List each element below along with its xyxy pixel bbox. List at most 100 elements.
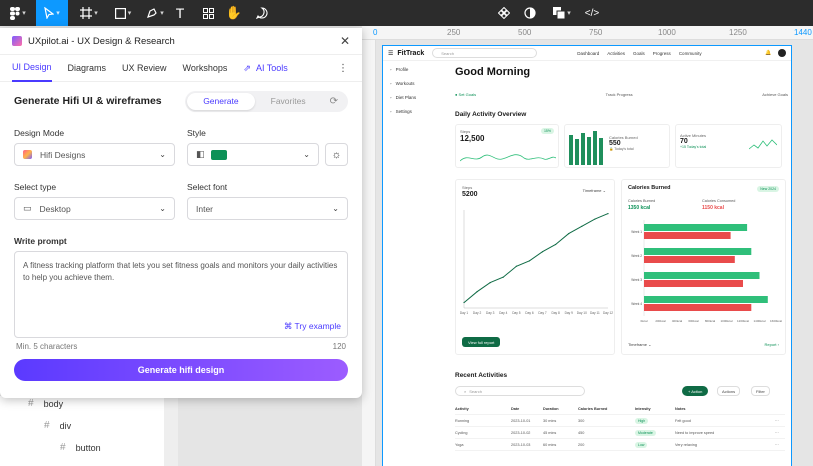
goal-step[interactable]: Track Progress [605, 92, 633, 97]
pen-tool-icon[interactable]: ▾ [140, 0, 170, 26]
ft-sidebar-item[interactable]: ◦ Settings [383, 104, 448, 118]
calories-card[interactable]: Calories Burned 550 🔒 Today's total [564, 124, 670, 168]
prompt-textarea[interactable]: A fitness tracking platform that lets yo… [14, 251, 348, 338]
y-tick-label: Week 4 [631, 302, 642, 306]
filter-button[interactable]: Filter [751, 386, 770, 396]
frame-tool-icon[interactable]: ▾ [74, 0, 104, 26]
ft-sidebar-item[interactable]: ◦ Profile [383, 62, 448, 76]
layer-label: body [43, 398, 64, 409]
steps-point [502, 276, 504, 278]
cal-timeframe-select[interactable]: Timeframe ⌄ [628, 342, 652, 347]
ft-menu-icon[interactable]: ☰ [388, 50, 394, 57]
timeframe-select[interactable]: Timeframe ⌄ [582, 188, 606, 193]
ft-nav-item[interactable]: Community [678, 50, 702, 56]
try-example-button[interactable]: ⌘ Try example [284, 320, 341, 332]
table-row[interactable]: Yoga 2023-10-03 60 mins 200 Low Very rel… [455, 439, 785, 451]
y-tick-label: Week 3 [631, 278, 642, 282]
cal-panel-badge: New 2024 [757, 186, 779, 192]
activities-table: Activity Date Duration Calories Burned I… [455, 403, 785, 451]
move-tool-icon[interactable]: ▾ [36, 0, 68, 26]
fill-icon[interactable]: ▾ [550, 0, 574, 26]
figma-menu-icon[interactable]: ▾ [4, 0, 32, 26]
table-row[interactable]: Running 2023-10-01 30 mins 300 High Felt… [455, 415, 785, 427]
layer-label: button [75, 442, 101, 453]
actions-button[interactable]: Actions [717, 386, 741, 396]
td: 60 mins [543, 442, 557, 447]
hand-tool-icon[interactable]: ✋ [225, 5, 243, 20]
style-select[interactable]: ◧ ⌄ [187, 143, 319, 166]
ft-logo: FitTrack [397, 49, 425, 57]
tab-workshops[interactable]: Workshops [182, 63, 228, 73]
report-link[interactable]: Report › [764, 342, 779, 347]
bell-icon[interactable]: 🔔 [765, 50, 772, 56]
select-type-select[interactable]: ▭ Desktop ⌄ [14, 197, 175, 220]
timeframe-label: Timeframe [582, 188, 602, 193]
generate-hifi-button[interactable]: Generate hifi design [14, 359, 348, 381]
tab-diagrams[interactable]: Diagrams [67, 63, 107, 73]
ruler-top: 0 250 500 750 1000 1250 1440 [362, 26, 813, 40]
row-more-icon[interactable]: ··· [775, 418, 779, 423]
plugin-tabs: UI Design Diagrams UX Review Workshops ⇗… [0, 55, 362, 82]
more-icon[interactable]: ⋮ [338, 62, 348, 74]
add-action-button[interactable]: + Action [682, 386, 709, 396]
select-font-select[interactable]: Inter ⌄ [187, 197, 348, 220]
steps-chart-panel: Steps 5200 Timeframe ⌄ Day 1 Day 2 Day 3 Da… [455, 179, 615, 355]
ft-sidebar-item[interactable]: ◦ Workouts [383, 76, 448, 90]
shape-tool-icon[interactable]: ▾ [108, 0, 138, 26]
table-row[interactable]: Cycling 2023-10-02 45 mins 450 Moderate … [455, 427, 785, 439]
close-icon[interactable]: ✕ [339, 34, 350, 48]
row-more-icon[interactable]: ··· [775, 430, 779, 435]
layer-item[interactable]: # button [60, 442, 101, 453]
text-tool-icon[interactable]: T [175, 5, 185, 21]
ft-search-text: Search [441, 50, 454, 56]
ft-nav-item[interactable]: Activities [607, 50, 626, 56]
section-title: Generate Hifi UI & wireframes [14, 95, 162, 107]
layer-item[interactable]: # div [44, 420, 71, 431]
contrast-icon[interactable] [522, 0, 538, 26]
active-card[interactable]: Active Minutes 70 +15 Today's total [675, 124, 782, 168]
goal-step[interactable]: ● Set Goals [455, 92, 477, 97]
generate-tab[interactable]: Generate [187, 92, 255, 110]
x-tick-label: 600kcal [688, 319, 699, 323]
tab-ux-review[interactable]: UX Review [122, 63, 167, 73]
ft-search[interactable]: Search [432, 48, 538, 58]
steps-card[interactable]: Steps 12,500 15% [455, 124, 559, 168]
ft-nav-item[interactable]: Progress [652, 50, 671, 56]
ft-nav-item[interactable]: Dashboard [577, 50, 600, 56]
plugin-title: UXpilot.ai - UX Design & Research [28, 35, 175, 47]
goal-step[interactable]: Achieve Goals [762, 92, 788, 97]
desktop-icon: ▭ [23, 203, 32, 213]
th: Notes [675, 406, 686, 411]
row-more-icon[interactable]: ··· [775, 442, 779, 447]
favorites-tab[interactable]: Favorites [270, 96, 306, 106]
view-full-report-button[interactable]: View full report [462, 337, 501, 347]
ruler-tick: 750 [589, 28, 603, 37]
table-search[interactable]: ⌕ Search [455, 386, 585, 396]
layers-scroll[interactable] [164, 396, 178, 466]
ft-nav-item[interactable]: Goals [633, 50, 645, 56]
design-mode-select[interactable]: Hifi Designs ⌄ [14, 143, 175, 166]
ft-sidebar-item[interactable]: ◦ Diet Plans [383, 90, 448, 104]
component-set-icon[interactable] [496, 0, 512, 26]
uxpilot-plugin: UXpilot.ai - UX Design & Research ✕ UI D… [0, 28, 362, 398]
fittrack-frame[interactable]: ☰ FitTrack Search Dashboard Activities G… [383, 46, 791, 466]
avatar[interactable] [778, 49, 786, 57]
tab-ai-tools[interactable]: ⇗ AI Tools [243, 55, 287, 82]
code-icon[interactable]: </> [584, 7, 600, 19]
design-mode-label: Design Mode [14, 128, 65, 138]
ft-sidebar-label: Profile [395, 66, 409, 72]
components-icon[interactable] [200, 0, 216, 26]
x-tick-label: Day 7 [538, 311, 547, 315]
x-tick-label: 1600kcal [770, 319, 782, 323]
steps-label: Steps [460, 129, 471, 134]
steps-chart-label: Steps [462, 185, 473, 190]
td: Yoga [455, 442, 464, 447]
theme-toggle-icon[interactable]: ☼ [325, 143, 348, 166]
gear-icon: ◦ [390, 108, 392, 114]
x-tick-label: 400kcal [672, 319, 683, 323]
layer-item[interactable]: # body [28, 398, 63, 409]
tab-ui-design[interactable]: UI Design [12, 55, 52, 82]
comment-icon[interactable] [254, 0, 270, 26]
refresh-icon[interactable]: ⟳ [329, 95, 338, 107]
min-chars-hint: Min. 5 characters [16, 342, 78, 351]
